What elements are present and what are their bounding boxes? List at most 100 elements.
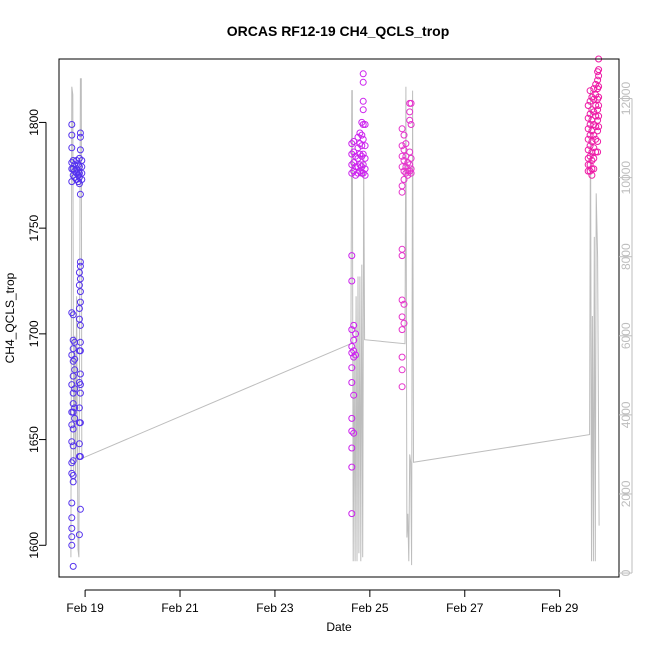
data-point-flight-4 [595,123,603,131]
data-point-flight-2 [348,161,356,169]
data-point-flight-2 [348,277,356,285]
data-point-flight-4 [590,165,598,173]
data-point-flight-1 [76,262,84,270]
data-point-flight-1 [69,157,77,164]
data-point-flight-2 [359,121,367,128]
data-point-flight-3 [398,326,406,334]
data-point-flight-4 [595,93,603,101]
data-point-flight-2 [350,159,358,167]
data-point-flight-1 [75,305,83,312]
data-point-flight-2 [359,70,367,78]
data-point-flight-1 [76,338,84,346]
data-point-flight-4 [592,112,600,120]
x-tick-label: Feb 19 [66,601,104,615]
data-point-flight-1 [69,389,77,397]
data-point-flight-1 [76,275,84,283]
y-axis-right: 0 2000 4000 6000 8000 10000 12000 [619,82,633,576]
data-point-flight-4 [595,72,603,80]
data-point-flight-3 [398,188,406,196]
data-point-flight-3 [400,319,408,327]
data-point-flight-1 [76,321,84,329]
data-point-flight-1 [71,385,79,393]
data-point-flight-2 [350,336,358,344]
data-point-flight-1 [76,298,84,306]
data-point-flight-4 [586,87,594,95]
data-point-flight-1 [68,144,76,152]
data-point-flight-2 [352,330,360,338]
data-point-flight-4 [595,102,603,109]
data-point-flight-2 [354,154,362,162]
data-point-flight-3 [398,125,406,133]
data-point-flight-4 [590,154,598,162]
data-point-flight-2 [359,78,367,86]
data-point-flight-4 [594,148,602,156]
data-point-flight-2 [361,121,369,128]
data-point-flight-3 [406,108,414,116]
data-point-flight-1 [68,421,76,429]
y-axis-left: 1600 1650 1700 1750 1800 [27,109,47,559]
data-point-flight-3 [398,252,406,260]
data-point-flight-1 [71,355,79,363]
data-point-flight-1 [75,404,83,412]
data-point-flight-3 [407,121,415,128]
data-point-flight-2 [348,150,356,158]
data-point-flight-1 [69,562,77,570]
data-point-flight-1 [68,499,76,507]
data-point-flight-2 [348,364,356,372]
data-point-flight-3 [398,366,406,374]
data-point-flight-4 [586,142,594,150]
data-point-flight-1 [69,171,77,179]
data-point-flight-1 [76,419,84,427]
data-point-flight-3 [407,169,415,177]
data-point-flight-2 [361,171,369,179]
data-point-flight-2 [350,429,358,437]
data-point-flight-3 [398,353,406,361]
data-point-flight-3 [407,154,415,162]
data-point-flight-3 [400,131,408,139]
data-point-flight-1 [69,357,77,365]
data-point-flight-1 [76,146,84,154]
data-point-flight-4 [590,108,598,116]
data-point-flight-2 [348,140,356,148]
data-point-flight-2 [350,391,358,399]
data-point-flight-4 [586,131,594,139]
data-point-flight-4 [586,97,594,105]
data-point-flight-2 [348,444,356,452]
y2-tick-label: 0 [619,569,633,576]
y-tick-label: 1700 [27,320,41,347]
data-point-flight-1 [76,190,84,198]
data-point-flight-3 [398,142,406,150]
data-point-flight-4 [595,112,603,120]
y2-tick-label: 6000 [619,322,633,349]
data-point-flight-3 [407,99,415,107]
data-point-flight-1 [75,531,83,539]
y2-tick-label: 4000 [619,401,633,428]
data-point-flight-2 [354,144,362,152]
data-point-flight-1 [76,389,84,397]
data-point-flight-4 [592,102,600,109]
data-point-flight-1 [76,129,84,137]
data-point-flight-4 [592,135,600,143]
x-axis-label: Date [326,620,352,634]
data-point-flight-1 [75,440,83,448]
data-point-flight-3 [407,165,415,173]
data-point-flight-4 [584,102,592,109]
x-tick-label: Feb 27 [446,601,484,615]
data-point-flight-4 [590,144,598,152]
data-point-flight-3 [402,169,410,177]
data-point-flight-3 [398,163,406,171]
y2-tick-label: 10000 [619,161,633,195]
data-point-flight-2 [358,131,366,139]
data-point-flight-3 [398,313,406,321]
data-point-flight-1 [69,336,77,344]
data-point-flight-2 [358,142,366,150]
data-point-flight-4 [594,138,602,145]
data-point-flight-2 [354,169,362,177]
data-point-flight-2 [350,138,358,145]
data-point-flight-1 [75,169,83,177]
data-point-flight-1 [69,442,77,450]
data-point-flight-1 [68,121,76,128]
data-point-flight-4 [592,148,600,156]
data-point-flight-2 [359,97,367,105]
